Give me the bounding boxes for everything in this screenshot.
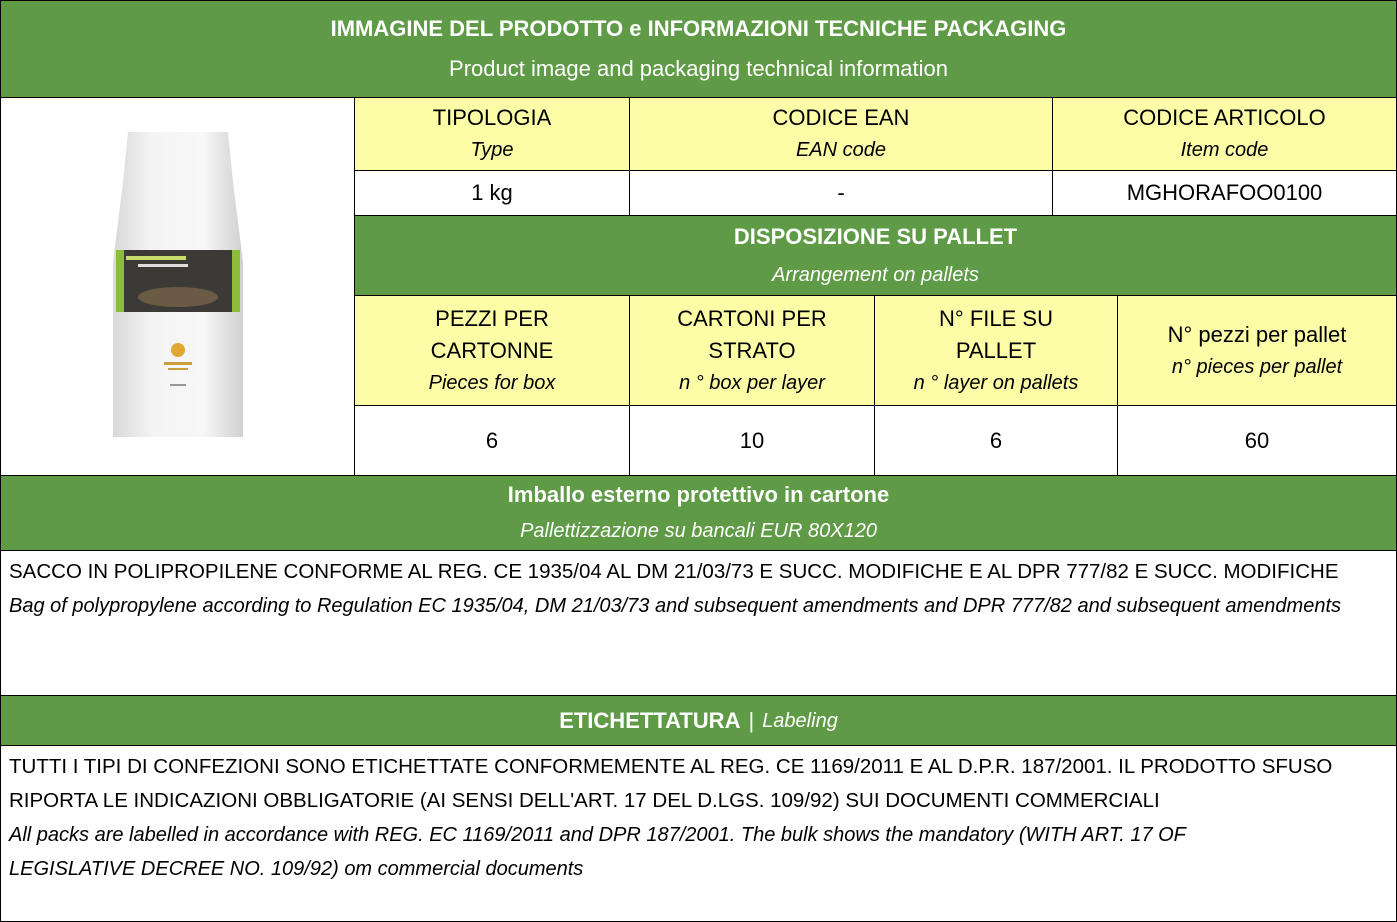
column-label: N° pezzi per pallet <box>1167 321 1347 347</box>
column-label: CARTONI PER STRATO <box>677 305 827 363</box>
value-cell: 1 kg <box>354 170 630 216</box>
labeling-subtitle: Labeling <box>762 709 838 732</box>
value-cell: 6 <box>354 405 630 476</box>
column-label: CODICE EAN <box>772 105 910 130</box>
column-label: CODICE ARTICOLO <box>1123 105 1326 130</box>
column-header: CARTONI PER STRATO n ° box per layer <box>629 295 875 406</box>
product-image <box>112 131 243 437</box>
column-sublabel: n ° layer on pallets <box>913 371 1079 394</box>
labeling-header: ETICHETTATURA | Labeling <box>0 695 1397 746</box>
value-cell: 6 <box>874 405 1118 476</box>
pallet-subtitle: Arrangement on pallets <box>772 263 979 286</box>
packaging-text-cell: SACCO IN POLIPROPILENE CONFORME AL REG. … <box>0 550 1397 696</box>
column-sublabel: EAN code <box>795 139 887 161</box>
column-sublabel: Item code <box>1180 139 1269 161</box>
packaging-header: Imballo esterno protettivo in cartone Pa… <box>0 475 1397 551</box>
header-title: IMMAGINE DEL PRODOTTO e INFORMAZIONI TEC… <box>330 16 1067 41</box>
column-header: TIPOLOGIA Type <box>354 97 630 171</box>
column-sublabel: n° pieces per pallet <box>1171 355 1343 378</box>
labeling-separator: | <box>748 707 755 733</box>
packaging-title: Imballo esterno protettivo in cartone <box>507 482 890 507</box>
product-image-cell <box>0 97 355 476</box>
column-label: N° FILE SU PALLET <box>939 305 1053 363</box>
column-sublabel: Type <box>470 139 514 161</box>
labeling-text-cell: TUTTI I TIPI DI CONFEZIONI SONO ETICHETT… <box>0 745 1397 922</box>
column-header: PEZZI PER CARTONNE Pieces for box <box>354 295 630 406</box>
header: IMMAGINE DEL PRODOTTO e INFORMAZIONI TEC… <box>0 0 1397 98</box>
labeling-title: ETICHETTATURA <box>559 707 741 733</box>
packaging-text-en: Bag of polypropylene according to Regula… <box>9 595 1342 617</box>
pallet-title: DISPOSIZIONE SU PALLET <box>733 223 1018 249</box>
labeling-text: TUTTI I TIPI DI CONFEZIONI SONO ETICHETT… <box>9 755 1333 812</box>
value-cell: 60 <box>1117 405 1397 476</box>
column-header: CODICE EAN EAN code <box>629 97 1053 171</box>
packaging-subtitle: Pallettizzazione su bancali EUR 80X120 <box>520 520 877 542</box>
column-label: PEZZI PER CARTONNE <box>430 305 554 363</box>
column-header: N° pezzi per pallet n° pieces per pallet <box>1117 295 1397 406</box>
packaging-text: SACCO IN POLIPROPILENE CONFORME AL REG. … <box>9 560 1339 583</box>
header-subtitle: Product image and packaging technical in… <box>449 56 948 81</box>
column-sublabel: Pieces for box <box>428 371 556 394</box>
column-header: CODICE ARTICOLO Item code <box>1052 97 1397 171</box>
value-cell: 10 <box>629 405 875 476</box>
value-cell: - <box>629 170 1053 216</box>
value-cell: MGHORAFOO0100 <box>1052 170 1397 216</box>
column-label: TIPOLOGIA <box>432 105 552 130</box>
column-header: N° FILE SU PALLET n ° layer on pallets <box>874 295 1118 406</box>
labeling-text-en: All packs are labelled in accordance wit… <box>9 824 1186 880</box>
column-sublabel: n ° box per layer <box>679 371 825 394</box>
pallet-header: DISPOSIZIONE SU PALLET Arrangement on pa… <box>354 215 1397 296</box>
